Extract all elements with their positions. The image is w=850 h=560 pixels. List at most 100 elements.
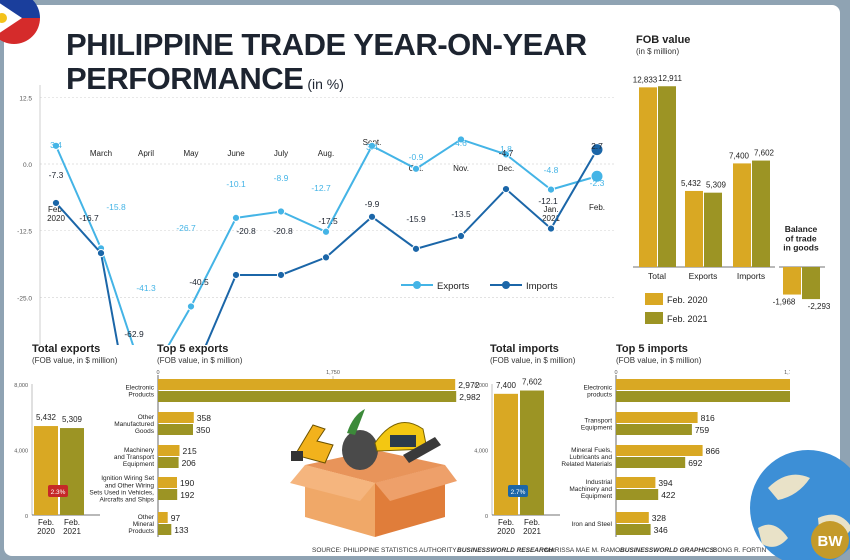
yoy-category-label: March [90,149,112,158]
top-exports-bar-label: 190 [180,478,194,488]
imports-point [276,270,286,280]
top-imports-category-label: Industrial Machinery and Equipment [569,479,612,500]
top-exports-title: Top 5 exports [157,343,229,355]
imports-point [456,231,466,241]
top-imports-bar [616,457,686,468]
exports-point [186,302,196,311]
excavator-icon [294,424,334,464]
top-exports-bar-label: 2,982 [459,392,480,402]
exports-value-label: -2.3 [590,178,605,188]
total-imports-category-label: Feb. 2020 [497,518,515,536]
yoy-category-label: April [138,149,154,158]
total-exports-ytick: 4,000 [14,449,28,455]
legend-exports-marker [413,281,421,289]
bw-logo-text: BW [818,533,844,550]
imports-value-label: -13.5 [451,209,471,219]
top-exports-bar-label: 2,972 [458,380,480,390]
top-imports-chart: 01,7502,0442,119Electronicproducts816759… [561,370,790,537]
exports-value-label: 3.4 [50,140,62,150]
imports-line [55,149,598,345]
exports-value-label: 4.6 [455,138,467,148]
total-exports-bar-label: 5,432 [36,413,57,422]
top-exports-bar [158,457,179,468]
total-imports-chart: 8,000 4,000 0 7,400 Feb. 2020 7,602 Feb. 2021 2.7… [474,378,560,536]
imports-point [367,212,377,221]
imports-point [501,184,511,194]
exports-value-label: -4.8 [544,165,559,175]
top-imports-bar-label: 816 [701,413,715,423]
top-exports-subtitle: (FOB value, in $ million) [157,356,243,365]
imports-point [231,270,241,280]
total-exports-title: Total exports [32,343,101,355]
exports-value-label: 1.8 [500,144,512,154]
total-imports-ytick: 4,000 [474,449,488,455]
yoy-category-label: Jan. 2021 [542,205,560,223]
yoy-ytick-label: -12.5 [17,229,32,236]
top-exports-bar [158,379,456,390]
balance-bar-label: -1,968 [773,298,796,307]
top-exports-bar [158,424,193,435]
imports-point [51,198,61,208]
top-imports-bar [616,412,698,423]
fob-category-label: Exports [689,271,718,281]
exports-point [276,207,286,216]
imports-point [411,244,421,253]
fob-legend-swatch [645,312,663,324]
yoy-category-label: May [183,149,198,158]
exports-value-label: -15.8 [106,202,126,212]
top-imports-axis-label: 0 [614,370,617,376]
fob-bar [752,160,770,267]
legend-imports-marker [502,281,510,289]
cargo-box-illustration [290,409,457,537]
total-exports-category-label: Feb. 2021 [63,518,81,536]
exports-value-label: 3.4 [366,142,378,152]
yoy-ytick-label: 0.0 [23,162,32,169]
fob-title: FOB value [636,34,691,46]
fob-bar [733,163,751,267]
imports-value-label: -62.9 [124,329,144,339]
top-imports-category-label: Mineral Fuels, Lubricants and Related Mate… [561,447,612,468]
exports-point [321,227,331,236]
total-exports-change-badge [48,485,68,497]
exports-value-label: -0.9 [409,152,424,162]
total-imports-change-badge [508,485,528,497]
exports-point [51,141,61,150]
total-exports-category-label: Feb. 2020 [37,518,55,536]
fob-bar-label: 12,911 [658,74,682,83]
balance-bar [783,267,801,295]
fob-category-label: Imports [737,271,765,281]
fob-bar-label: 12,833 [633,75,658,84]
exports-value-label: -8.9 [274,173,289,183]
top-exports-bar-label: 350 [196,425,210,435]
top-imports-subtitle: (FOB value, in $ million) [616,356,702,365]
top-imports-category-label: Electronic products [583,384,612,398]
title-line-1: PHILIPPINE TRADE YEAR-ON-YEAR [66,27,587,62]
top-exports-axis-label: 1,750 [326,370,340,376]
top-exports-bar-label: 215 [183,446,197,456]
total-imports-ytick: 0 [485,514,488,520]
top-imports-axis-label: 1,750 [784,370,790,376]
fob-bar-label: 7,400 [729,151,750,160]
imports-value-label: -20.8 [273,226,293,236]
top-imports-category-label: Iron and Steel [572,521,613,528]
box-flap-left [290,465,375,501]
total-exports-change-label: 2.3% [51,489,66,496]
balance-label: Balance of trade in goods [783,224,819,253]
total-imports-ytick: 8,000 [474,383,488,389]
total-exports-ytick: 8,000 [14,383,28,389]
top-exports-category-label: Ignition Wiring Set and Other Wiring Sets … [89,475,154,503]
total-imports-change-label: 2.7% [511,489,526,496]
yoy-category-label: June [227,149,245,158]
fob-legend-label: Feb. 2021 [667,314,708,324]
exports-point [590,169,604,183]
imports-point [96,249,106,258]
box-flap-right [375,465,457,501]
bw-badge-icon [811,521,849,559]
balance-bar-label: -2,293 [808,302,831,311]
top-exports-category-label: Machinery and Transport Equipment [114,447,155,468]
top-exports-bar [158,412,194,423]
exports-value-label: -41.3 [136,283,156,293]
imports-value-label: -17.5 [318,216,338,226]
top-exports-bar [158,489,178,500]
imports-value-label: 2.7 [591,141,603,151]
